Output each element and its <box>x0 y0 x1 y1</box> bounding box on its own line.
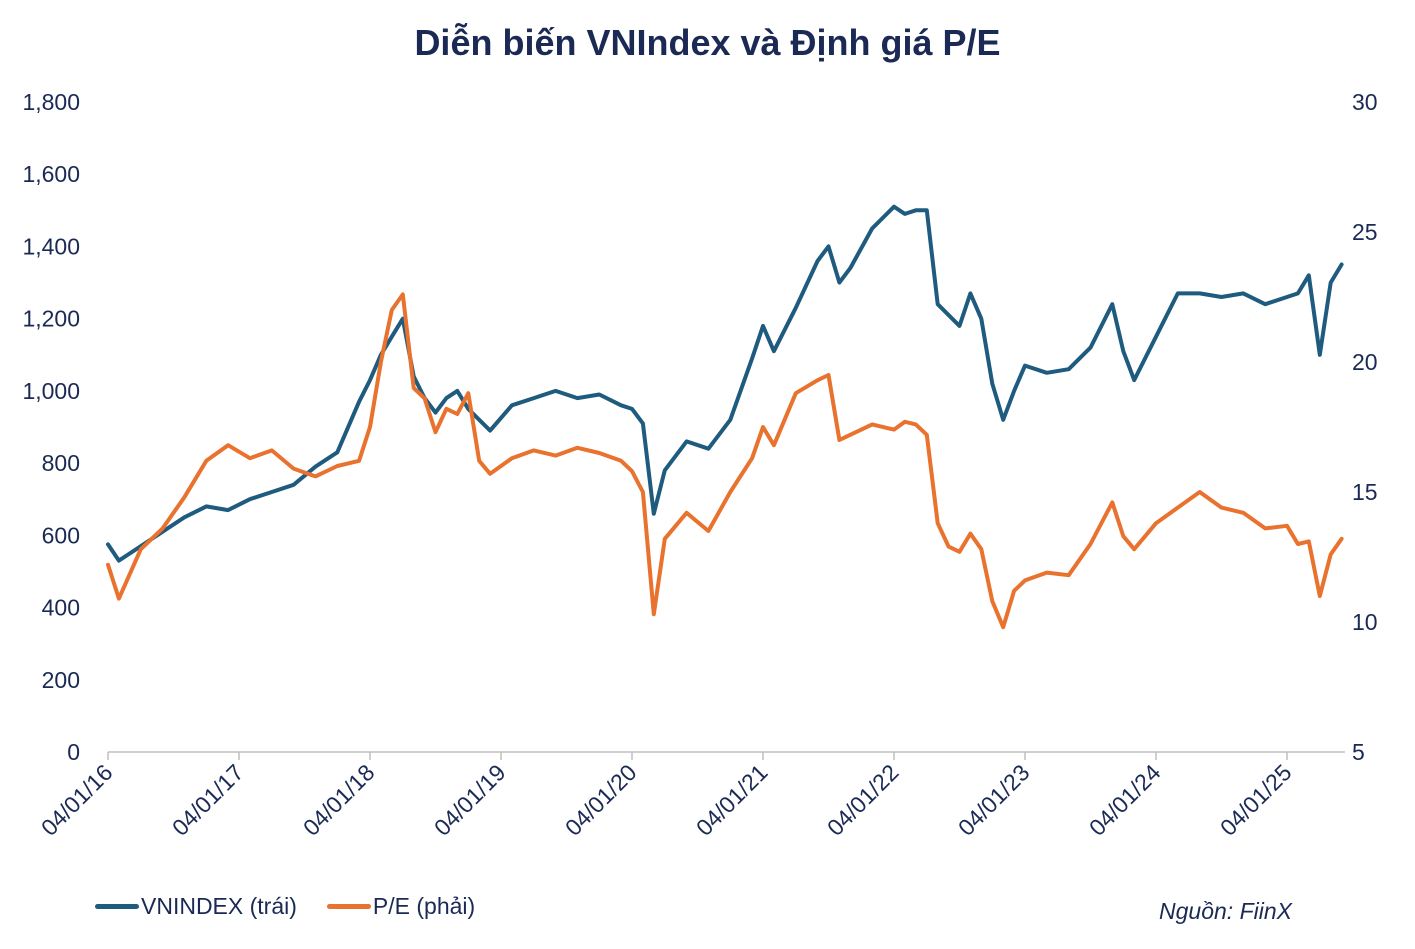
legend-label-vnindex: VNINDEX (trái) <box>141 893 297 919</box>
x-tick-label: 04/01/23 <box>953 759 1035 841</box>
x-tick-label: 04/01/21 <box>691 759 773 841</box>
axes: 0 200 400 600 800 1,000 1,200 1,400 1,600 1,800 5 1… <box>22 89 1377 841</box>
x-tick-label: 04/01/25 <box>1215 759 1297 841</box>
y-left-tick-label: 1,200 <box>22 306 80 332</box>
y-right-tick-label: 5 <box>1352 739 1365 765</box>
x-tick-label: 04/01/20 <box>560 759 642 841</box>
pe-line <box>106 292 1344 630</box>
x-tick-label: 04/01/17 <box>167 759 249 841</box>
legend-item-pe: P/E (phải) <box>326 893 476 920</box>
y-left-tick-label: 200 <box>42 667 80 693</box>
y-right-tick-label: 25 <box>1352 219 1378 245</box>
legend-label-pe: P/E (phải) <box>372 893 476 919</box>
y-right-tick-label: 15 <box>1352 479 1378 505</box>
y-left-tick-label: 1,400 <box>22 233 80 259</box>
legend-swatch-pe <box>326 904 371 909</box>
x-tick-label: 04/01/16 <box>36 759 118 841</box>
y-right-tick-label: 20 <box>1352 349 1378 375</box>
y-left-tick-label: 600 <box>42 522 80 548</box>
y-left-tick-label: 400 <box>42 595 80 621</box>
y-left-tick-label: 1,800 <box>22 89 80 115</box>
x-tick-label: 04/01/22 <box>822 759 904 841</box>
legend: VNINDEX (trái) P/E (phải) <box>95 893 505 920</box>
y-right-tick-label: 30 <box>1352 89 1378 115</box>
x-tick-label: 04/01/24 <box>1084 759 1166 841</box>
y-left-tick-label: 0 <box>67 739 80 765</box>
legend-swatch-vnindex <box>95 904 139 909</box>
legend-item-vnindex: VNINDEX (trái) <box>95 893 297 920</box>
y-left-tick-label: 1,000 <box>22 378 80 404</box>
source-note: Nguồn: FiinX <box>1159 898 1292 924</box>
vnindex-line <box>106 204 1344 563</box>
y-left-tick-label: 800 <box>42 450 80 476</box>
series-lines <box>106 204 1344 630</box>
y-right-tick-label: 10 <box>1352 609 1378 635</box>
x-tick-label: 04/01/19 <box>429 759 511 841</box>
chart-title: Diễn biến VNIndex và Định giá P/E <box>414 22 1001 63</box>
x-tick-label: 04/01/18 <box>298 759 380 841</box>
y-left-tick-label: 1,600 <box>22 161 80 187</box>
